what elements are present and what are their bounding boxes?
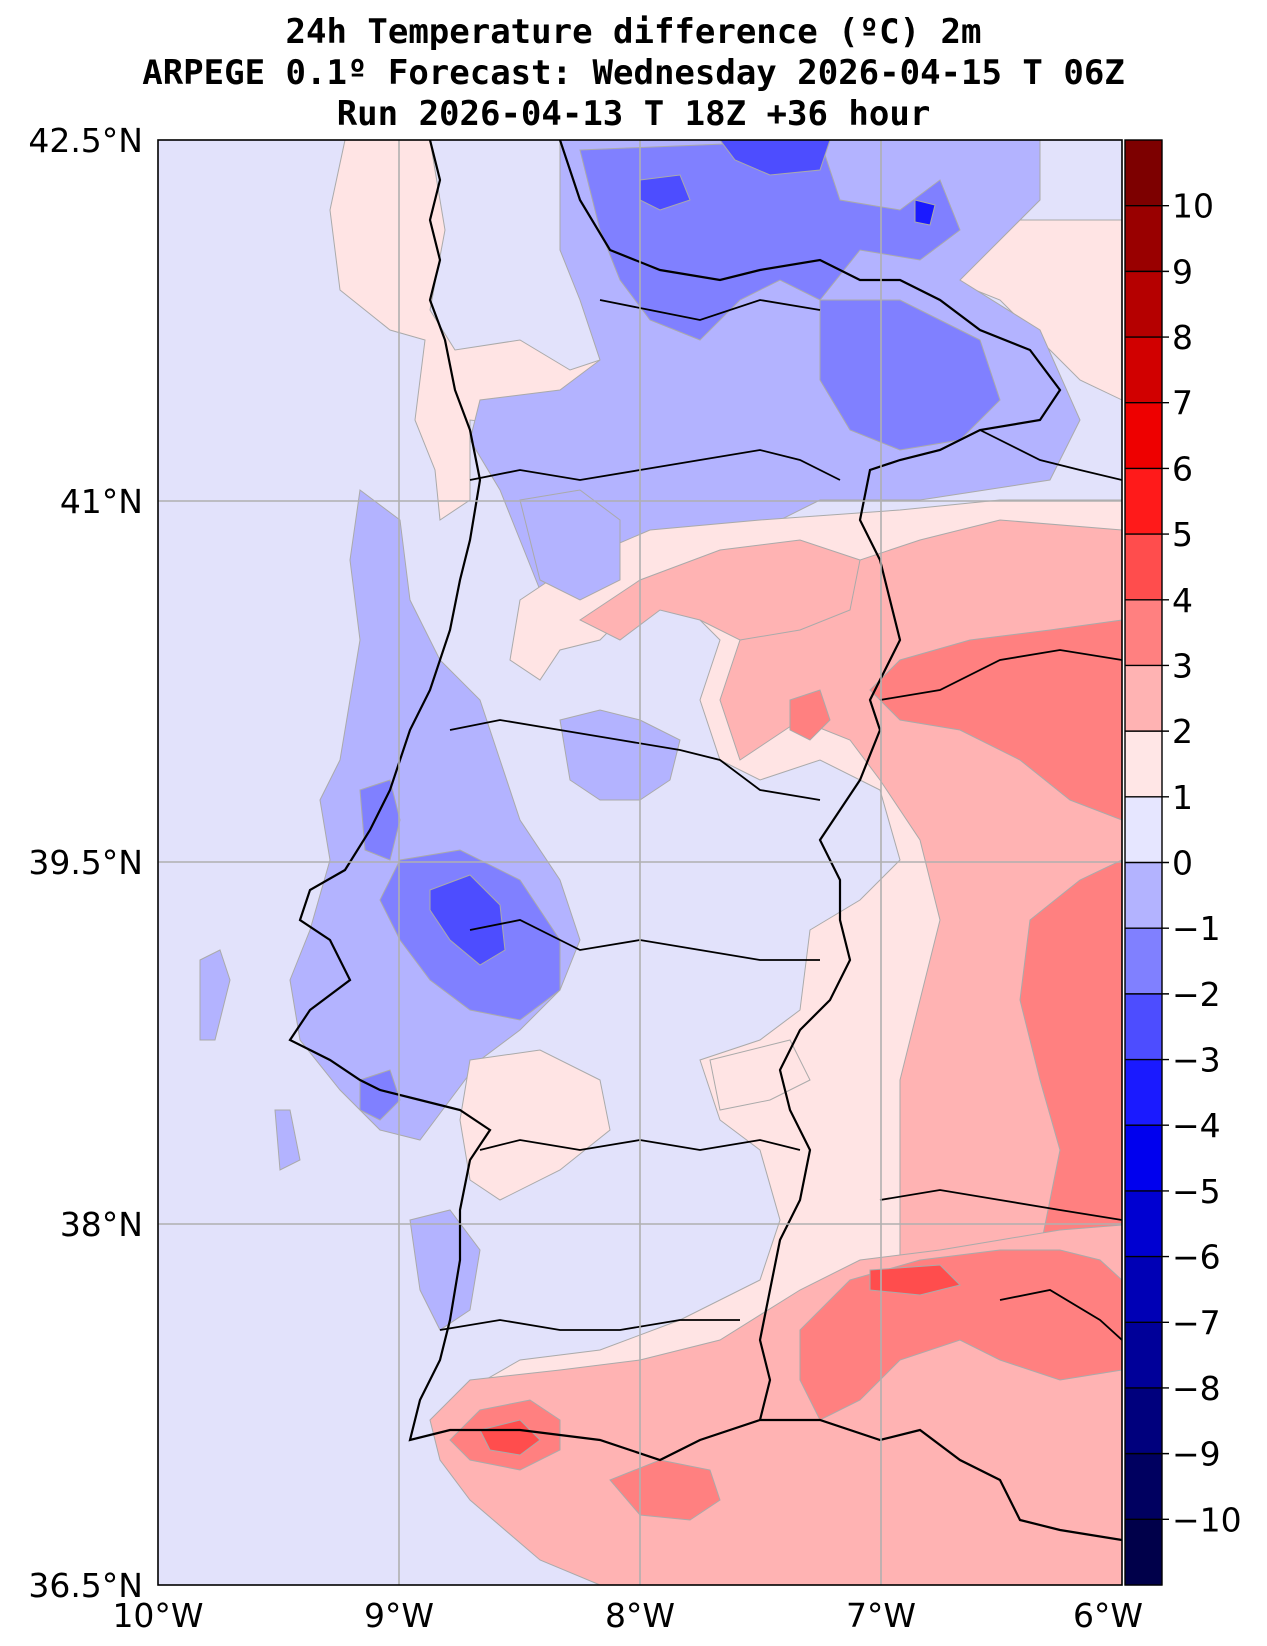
colorbar-segment (1125, 1387, 1162, 1455)
map-frame (157, 139, 1123, 1586)
contour-region-cool-west-core (429, 874, 506, 966)
colorbar-tick-label: −2 (1172, 975, 1221, 1014)
colorbar-tick-label: 0 (1172, 844, 1193, 883)
colorbar-tick-label: −8 (1172, 1369, 1221, 1408)
colorbar-tick-label: −4 (1172, 1106, 1221, 1145)
border-district-1 (469, 449, 841, 481)
border-spain-region-4 (599, 299, 821, 321)
lat-tick-label: 38°N (60, 1205, 143, 1244)
colorbar-tick-label: 8 (1172, 318, 1193, 357)
colorbar-tick-label: 5 (1172, 515, 1193, 554)
colorbar-tick-label: −7 (1172, 1303, 1221, 1342)
border-spain-region-2 (879, 1189, 1122, 1221)
colorbar-segment (1125, 928, 1162, 995)
colorbar-segment (1125, 534, 1162, 601)
lon-tick-label: 9°W (364, 1596, 434, 1635)
title-line-3: Run 2026-04-13 T 18Z +36 hour (336, 94, 931, 134)
colorbar-segment (1125, 468, 1162, 535)
colorbar-segment (1125, 1256, 1162, 1323)
contour-region-warm-2-3-east-small (789, 689, 831, 741)
lon-tick-label: 6°W (1073, 1596, 1143, 1635)
colorbar-segment (1125, 1059, 1162, 1126)
colorbar-tick-label: −1 (1172, 909, 1221, 948)
border-district-5 (439, 1319, 740, 1331)
contour-region-warm-1-2-west (579, 539, 861, 641)
lat-tick-label: 41°N (60, 482, 143, 521)
colorbar-segment (1125, 402, 1162, 470)
colorbar-segment (1125, 796, 1162, 864)
lon-tick-label: 7°W (846, 1596, 916, 1635)
colorbar-tick-label: 7 (1172, 384, 1193, 423)
colorbar-segment (1125, 1453, 1162, 1520)
coastline-portugal (288, 140, 1122, 1542)
colorbar-segment (1125, 731, 1162, 798)
colorbar-segment (1125, 337, 1162, 404)
colorbar-segment (1125, 599, 1162, 667)
border-district-2 (449, 719, 821, 801)
border-spain-region-3 (979, 429, 1122, 481)
contour-region-cool-west-small (359, 1069, 401, 1121)
border-spain-region-1 (879, 649, 1122, 701)
contour-region-cool-core-3 (914, 199, 936, 226)
colorbar-segment (1125, 271, 1162, 338)
contour-region-cool-sw-offshore-2 (274, 1109, 301, 1171)
colorbar-segment (1125, 1322, 1162, 1389)
title-line-1: 24h Temperature difference (ºC) 2m (285, 12, 982, 52)
colorbar-segment (1125, 862, 1162, 929)
lat-tick-labels: 42.5°N 41°N 39.5°N 38°N 36.5°N (28, 121, 143, 1605)
colorbar-segment (1125, 1190, 1162, 1258)
colorbar-tick-label: −10 (1172, 1500, 1242, 1539)
lat-tick-label: 42.5°N (28, 121, 143, 160)
colorbar-segment (1125, 1519, 1162, 1586)
colorbar-segment (1125, 993, 1162, 1061)
colorbar-segment (1125, 140, 1162, 207)
colorbar-tick-label: −5 (1172, 1172, 1221, 1211)
colorbar-tick-label: −3 (1172, 1041, 1221, 1080)
colorbar-tick-label: −6 (1172, 1238, 1221, 1277)
contour-region-cool-north-inland (519, 489, 621, 601)
title-line-2: ARPEGE 0.1º Forecast: Wednesday 2026-04-… (142, 53, 1125, 93)
contour-region-cool-core-1 (719, 140, 831, 176)
colorbar-tick-label: 2 (1172, 712, 1193, 751)
contour-region-warm-central-patch (459, 1049, 611, 1201)
contour-region-cool-sw-offshore (199, 949, 231, 1041)
colorbar-tick-label: 9 (1172, 252, 1193, 291)
map-title: 24h Temperature difference (ºC) 2m ARPEG… (0, 12, 1267, 135)
contour-region-cool-central (559, 709, 681, 801)
contour-region-warm-south-core (869, 1264, 961, 1296)
lat-tick-label: 36.5°N (28, 1566, 143, 1605)
colorbar-tick-label: −9 (1172, 1435, 1221, 1474)
colorbar-tick-label: 1 (1172, 778, 1193, 817)
lon-tick-labels: 10°W 9°W 8°W 7°W 6°W (112, 1596, 1143, 1635)
border-spain-portugal (558, 140, 1062, 1421)
colorbar-segment (1125, 1125, 1162, 1192)
lat-tick-label: 39.5°N (28, 843, 143, 882)
colorbar-tick-label: 4 (1172, 581, 1193, 620)
gridlines (158, 140, 1122, 1585)
lon-tick-label: 10°W (112, 1596, 203, 1635)
colorbar-segment (1125, 665, 1162, 732)
border-spain-region-5 (999, 1289, 1122, 1341)
colorbar-tick-label: 3 (1172, 646, 1193, 685)
lon-tick-label: 8°W (605, 1596, 675, 1635)
colorbar-tick-label: 10 (1172, 187, 1214, 226)
contour-region-warm-algarve-core (479, 1419, 541, 1456)
colorbar-tick-label: 6 (1172, 449, 1193, 488)
colorbar-segment (1125, 205, 1162, 272)
contour-region-cool-sw-coast (409, 1209, 481, 1331)
